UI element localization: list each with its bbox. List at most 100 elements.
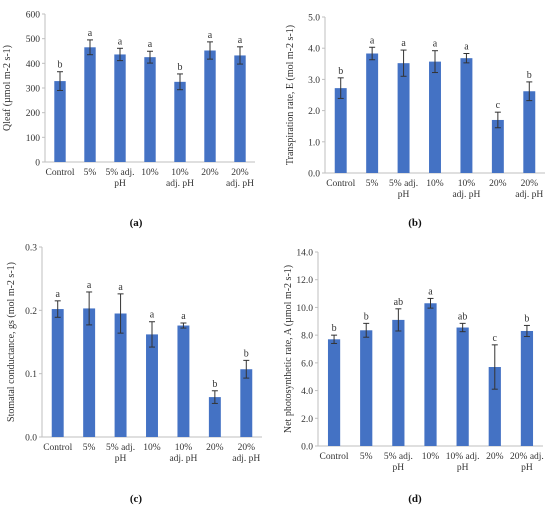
x-tick-label: 20%: [489, 179, 507, 189]
y-tick-label: 2.0: [308, 107, 320, 117]
bar: [54, 81, 66, 162]
x-tick-label: 20%: [206, 443, 224, 453]
y-tick-label: 12.0: [296, 276, 313, 286]
x-tick-label: 10%: [171, 168, 189, 178]
y-tick-label: 400: [26, 60, 41, 70]
x-tick-label: 20%: [521, 179, 539, 189]
x-tick-label: 20%: [201, 168, 219, 178]
significance-label: b: [58, 60, 63, 71]
y-tick-label: 100: [26, 134, 41, 144]
significance-label: a: [181, 311, 186, 322]
significance-label: a: [238, 35, 243, 46]
bar: [146, 334, 158, 437]
x-tick-label: Control: [326, 179, 355, 189]
x-tick-label: Control: [43, 443, 72, 453]
y-tick-label: 200: [26, 109, 41, 119]
bar: [366, 53, 379, 174]
bar: [429, 61, 441, 174]
y-tick-label: 0.0: [308, 170, 320, 180]
y-tick-label: 10.0: [296, 304, 313, 314]
significance-label: b: [212, 379, 217, 390]
x-tick-label: 10%: [141, 168, 159, 178]
significance-label: a: [55, 289, 60, 300]
bar: [114, 54, 126, 162]
bar: [177, 325, 190, 437]
y-tick-label: 8.0: [301, 332, 313, 342]
significance-label: a: [464, 42, 469, 53]
y-tick-label: 0.1: [25, 370, 37, 380]
y-axis-label: Net photosynthetic rate, A (µmol m-2 s-1…: [283, 265, 294, 433]
x-tick-label: pH: [521, 463, 533, 473]
significance-label: b: [244, 348, 249, 359]
x-tick-label: 10% adj.: [446, 452, 480, 462]
significance-label: ab: [458, 311, 467, 322]
x-tick-label: 5% adj.: [105, 168, 134, 178]
panel-label: (c): [130, 493, 143, 505]
x-tick-label: pH: [457, 463, 469, 473]
y-tick-label: 0.3: [25, 244, 37, 254]
x-tick-label: 10%: [175, 443, 193, 453]
x-tick-label: 20%: [231, 168, 249, 178]
chart-panel-3: 0.0 0.1 0.2 0.3 Stomatal conductance, gs (mo…: [6, 244, 262, 505]
significance-label: a: [370, 35, 375, 46]
bar: [520, 330, 534, 446]
bar: [488, 367, 501, 446]
bar: [240, 369, 253, 437]
significance-label: b: [527, 70, 532, 81]
significance-label: a: [148, 39, 153, 50]
y-tick-label: 2.0: [301, 415, 313, 425]
significance-label: c: [496, 100, 501, 111]
bar: [424, 303, 437, 446]
x-tick-label: 20%: [238, 443, 256, 453]
x-tick-label: Control: [45, 168, 74, 178]
chart-panel-1: 0 100 200 300 400 500 600 Qleaf (µmol m-2 s-1) b…: [2, 11, 255, 229]
significance-label: a: [88, 28, 93, 39]
significance-label: a: [150, 310, 155, 321]
x-tick-label: pH: [398, 190, 410, 200]
bar: [327, 339, 341, 446]
y-tick-label: 4.0: [301, 387, 313, 397]
x-tick-label: 5%: [366, 179, 379, 189]
y-tick-label: 4.0: [308, 45, 320, 55]
bar: [83, 308, 96, 437]
y-tick-label: 1.0: [308, 138, 320, 148]
x-tick-label: 5% adj.: [389, 179, 418, 189]
x-tick-label: Control: [320, 452, 349, 462]
bar: [456, 327, 469, 446]
y-axis-label: Stomatal conductance, gs (mol m-2 s-1): [6, 262, 17, 422]
x-tick-label: pH: [115, 454, 127, 464]
bar: [360, 330, 373, 446]
x-tick-label: 5%: [83, 443, 96, 453]
significance-label: b: [332, 323, 337, 334]
x-tick-label: 5%: [84, 168, 97, 178]
bar: [523, 91, 536, 173]
bar: [174, 81, 186, 162]
x-tick-label: 10%: [422, 452, 440, 462]
bar: [84, 47, 96, 162]
y-axis-label: Qleaf (µmol m-2 s-1): [2, 45, 13, 131]
bar: [234, 55, 246, 162]
x-tick-label: pH: [393, 463, 405, 473]
chart-panel-2: 0.0 1.0 2.0 3.0 4.0 5.0 Transpiration rate, E …: [285, 14, 545, 229]
significance-label: a: [208, 30, 213, 41]
y-tick-label: 300: [26, 85, 41, 95]
bar: [144, 57, 156, 162]
x-tick-label: 10%: [143, 443, 161, 453]
x-tick-label: 20%: [486, 452, 504, 462]
x-tick-label: adj. pH: [452, 190, 480, 200]
panel-label: (b): [408, 217, 422, 229]
x-tick-label: adj. pH: [232, 454, 260, 464]
bar: [208, 397, 221, 437]
x-tick-label: adj. pH: [166, 179, 194, 189]
y-axis-label: Transpiration rate, E (mol m-2 s-1): [285, 25, 296, 165]
bar: [204, 50, 216, 162]
y-tick-label: 500: [26, 35, 41, 45]
significance-label: b: [338, 66, 343, 77]
x-tick-label: 5% adj.: [106, 443, 135, 453]
x-tick-label: 10%: [458, 179, 476, 189]
bar: [397, 63, 410, 174]
x-tick-label: 5% adj.: [384, 452, 413, 462]
y-tick-label: 600: [26, 11, 41, 21]
